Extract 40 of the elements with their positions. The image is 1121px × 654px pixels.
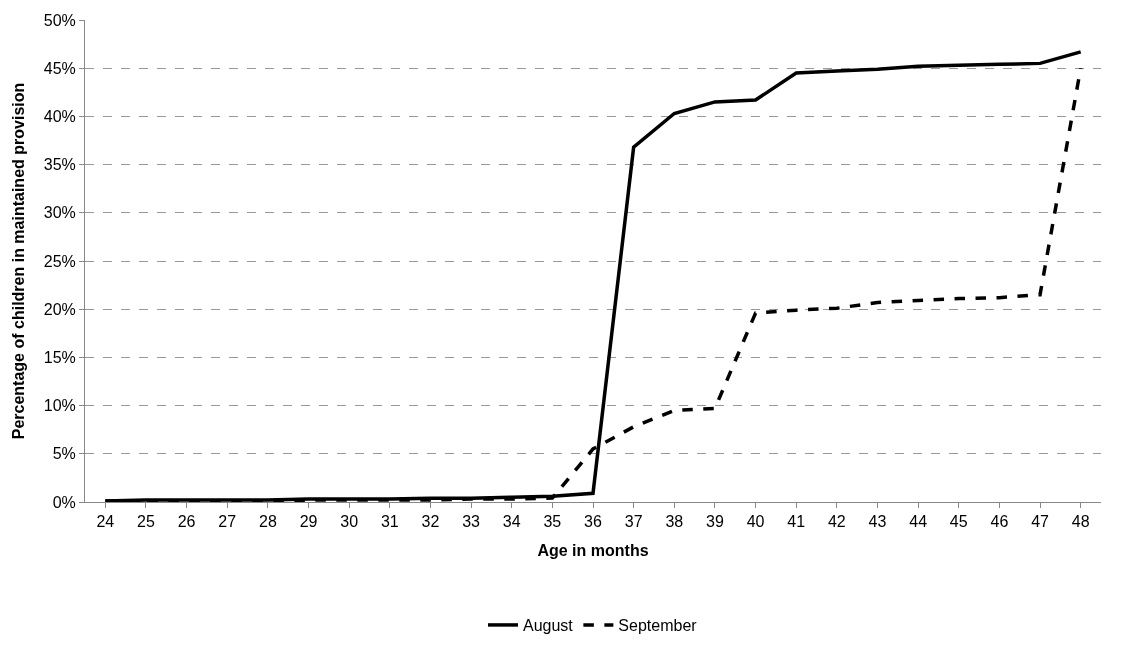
y-tick-label: 25% bbox=[43, 252, 76, 270]
x-tick-label: 31 bbox=[380, 513, 399, 531]
y-tick-label: 35% bbox=[43, 156, 76, 174]
x-tick-label: 43 bbox=[868, 513, 887, 531]
x-tick-label: 24 bbox=[96, 513, 115, 531]
x-tick-label: 32 bbox=[421, 513, 440, 531]
x-tick-label: 30 bbox=[340, 513, 359, 531]
x-tick-label: 37 bbox=[624, 513, 643, 531]
y-tick-label: 40% bbox=[43, 108, 76, 125]
x-tick-label: 47 bbox=[1031, 513, 1050, 531]
x-tick-label: 39 bbox=[706, 513, 724, 531]
y-tick-label: 50% bbox=[43, 11, 76, 29]
x-tick-label: 48 bbox=[1071, 513, 1090, 531]
y-axis-title: Percentage of children in maintained provision bbox=[9, 82, 27, 440]
legend-label: September bbox=[618, 617, 698, 635]
x-tick-label: 45 bbox=[949, 513, 968, 531]
x-tick-label: 46 bbox=[990, 513, 1009, 531]
x-tick-label: 40 bbox=[746, 513, 765, 531]
x-tick-label: 41 bbox=[787, 513, 806, 531]
x-tick-label: 26 bbox=[177, 513, 196, 531]
y-tick-label: 30% bbox=[43, 204, 76, 222]
x-tick-label: 33 bbox=[462, 513, 481, 531]
x-tick-label: 34 bbox=[502, 513, 521, 531]
x-tick-label: 38 bbox=[665, 513, 684, 531]
x-tick-label: 28 bbox=[258, 513, 277, 531]
x-tick-label: 25 bbox=[137, 513, 155, 531]
y-tick-label: 5% bbox=[52, 445, 76, 463]
y-tick-label: 20% bbox=[43, 300, 76, 318]
x-tick-label: 42 bbox=[827, 513, 846, 531]
x-tick-label: 44 bbox=[909, 513, 928, 531]
y-tick-label: 10% bbox=[43, 397, 76, 415]
y-tick-label: 45% bbox=[43, 59, 76, 77]
x-tick-label: 27 bbox=[218, 513, 237, 531]
y-tick-label: 15% bbox=[43, 349, 76, 366]
y-tick-label: 0% bbox=[52, 493, 76, 511]
x-tick-label: 29 bbox=[299, 513, 318, 531]
x-tick-label: 36 bbox=[584, 513, 602, 531]
legend-label: August bbox=[523, 617, 574, 635]
x-tick-label: 35 bbox=[543, 513, 562, 531]
x-axis-title: Age in months bbox=[537, 541, 649, 559]
